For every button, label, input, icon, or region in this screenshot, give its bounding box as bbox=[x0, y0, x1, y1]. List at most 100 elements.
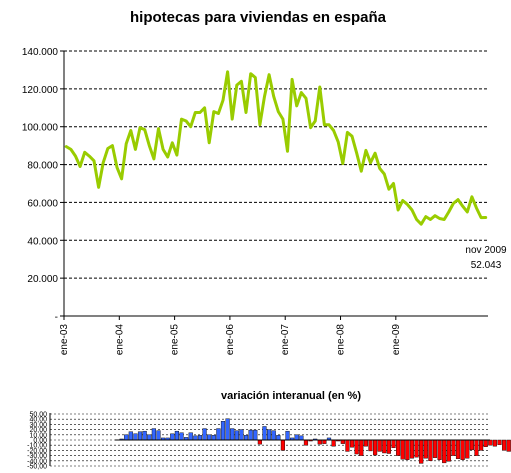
bar-positive bbox=[243, 435, 249, 441]
main-x-tick-label: ene-04 bbox=[114, 324, 125, 356]
bar-y-tick-label: 20,00 bbox=[29, 427, 47, 434]
bar-positive bbox=[151, 428, 156, 441]
bar-positive bbox=[133, 433, 138, 441]
bar-positive bbox=[285, 430, 290, 441]
bar-negative bbox=[446, 439, 451, 462]
bar-negative bbox=[419, 439, 424, 464]
main-y-tick-label: 120.000 bbox=[22, 85, 59, 96]
main-x-tick-label: ene-09 bbox=[391, 324, 402, 356]
bar-y-tick-label: 0,00 bbox=[33, 438, 47, 445]
bar-positive bbox=[142, 430, 147, 441]
bar-y-tick-label: -20,00 bbox=[27, 448, 47, 455]
annotation-date: nov 2009 bbox=[465, 245, 507, 256]
bar-negative bbox=[382, 439, 387, 454]
bar-negative bbox=[488, 439, 493, 446]
bar-y-tick-label: 40,00 bbox=[29, 417, 47, 424]
bar-positive bbox=[262, 426, 267, 441]
bar-negative bbox=[460, 439, 465, 460]
bar-negative bbox=[340, 439, 345, 444]
bar-positive bbox=[216, 428, 221, 441]
bar-y-tick-label: -50,00 bbox=[27, 464, 47, 471]
bar-negative bbox=[502, 439, 507, 451]
bar-negative bbox=[354, 439, 359, 455]
bar-positive bbox=[147, 434, 152, 441]
bar-positive bbox=[248, 429, 253, 441]
bar-y-tick-label: -30,00 bbox=[27, 453, 47, 460]
bar-negative bbox=[451, 439, 456, 456]
bar-negative bbox=[345, 439, 350, 452]
bar-negative bbox=[483, 439, 488, 447]
bar-positive bbox=[253, 429, 258, 441]
main-x-tick-label: ene-06 bbox=[225, 324, 236, 356]
main-x-tick-label: ene-07 bbox=[280, 324, 291, 356]
main-y-tick-label: 40.000 bbox=[27, 236, 58, 247]
bar-negative bbox=[391, 439, 396, 449]
main-chart-series-group bbox=[64, 70, 488, 226]
bar-positive bbox=[197, 435, 203, 441]
bar-negative bbox=[303, 439, 309, 446]
bar-y-tick-label: 10,00 bbox=[29, 432, 47, 439]
bar-positive bbox=[188, 432, 193, 441]
bar-negative bbox=[474, 439, 479, 456]
bar-negative bbox=[414, 439, 419, 458]
bar-negative bbox=[257, 439, 262, 445]
bar-negative bbox=[423, 439, 428, 459]
bar-positive bbox=[299, 435, 304, 441]
bar-positive bbox=[193, 435, 198, 441]
bar-negative bbox=[373, 439, 378, 456]
bar-negative bbox=[400, 439, 405, 460]
annotation-value: 52.043 bbox=[471, 260, 502, 271]
bar-positive bbox=[271, 430, 276, 441]
bar-negative bbox=[437, 439, 442, 460]
bar-positive bbox=[156, 430, 161, 441]
main-y-tick-label: 140.000 bbox=[22, 47, 59, 58]
bar-y-tick-label: 30,00 bbox=[29, 422, 47, 429]
bar-negative bbox=[442, 439, 447, 464]
bar-negative bbox=[506, 439, 511, 452]
bar-chart-title: variación interanual (en %) bbox=[221, 390, 361, 402]
bar-positive bbox=[211, 435, 216, 441]
main-y-tick-label: - bbox=[55, 312, 58, 323]
bar-negative bbox=[492, 439, 497, 447]
bar-negative bbox=[363, 439, 368, 447]
bar-positive bbox=[202, 428, 207, 441]
main-y-tick-label: 100.000 bbox=[22, 123, 59, 134]
bar-positive bbox=[179, 432, 184, 441]
bar-negative bbox=[317, 439, 322, 445]
bar-negative bbox=[322, 439, 327, 444]
bar-negative bbox=[409, 439, 415, 459]
main-x-tick-label: ene-08 bbox=[336, 324, 347, 356]
main-x-tick-label: ene-03 bbox=[59, 324, 70, 356]
bar-positive bbox=[170, 433, 175, 441]
bar-positive bbox=[267, 429, 272, 441]
bar-y-tick-label: 50,00 bbox=[29, 412, 47, 419]
bar-chart-y-axis: 50,0040,0030,0020,0010,000,00-10,00-20,0… bbox=[27, 412, 47, 471]
bar-negative bbox=[386, 439, 391, 454]
bar-y-tick-label: -40,00 bbox=[27, 458, 47, 465]
bar-y-tick-label: -10,00 bbox=[27, 443, 47, 450]
bar-chart-bars bbox=[119, 418, 511, 464]
bar-negative bbox=[432, 439, 438, 458]
bar-positive bbox=[128, 431, 133, 441]
bar-positive bbox=[234, 430, 239, 441]
main-chart-x-axis: ene-03 ene-04 ene-05 ene-06 ene-07 ene-08 ene-… bbox=[59, 316, 402, 355]
bar-negative bbox=[349, 439, 355, 448]
main-y-tick-label: 60.000 bbox=[27, 198, 58, 209]
main-y-tick-label: 20.000 bbox=[27, 274, 58, 285]
bar-negative bbox=[280, 439, 285, 451]
bar-positive bbox=[230, 428, 235, 441]
bar-negative bbox=[368, 439, 373, 452]
bar-negative bbox=[428, 439, 433, 461]
main-y-tick-label: 80.000 bbox=[27, 161, 58, 172]
bar-positive bbox=[225, 418, 230, 441]
bar-negative bbox=[455, 439, 461, 459]
bar-positive bbox=[276, 435, 281, 441]
main-chart-title: hipotecas para viviendas en españa bbox=[130, 9, 387, 26]
bar-negative bbox=[497, 439, 502, 445]
bar-positive bbox=[207, 434, 212, 441]
bar-negative bbox=[396, 439, 401, 456]
bar-negative bbox=[465, 439, 470, 459]
bar-positive bbox=[220, 421, 226, 441]
bar-positive bbox=[174, 430, 180, 441]
